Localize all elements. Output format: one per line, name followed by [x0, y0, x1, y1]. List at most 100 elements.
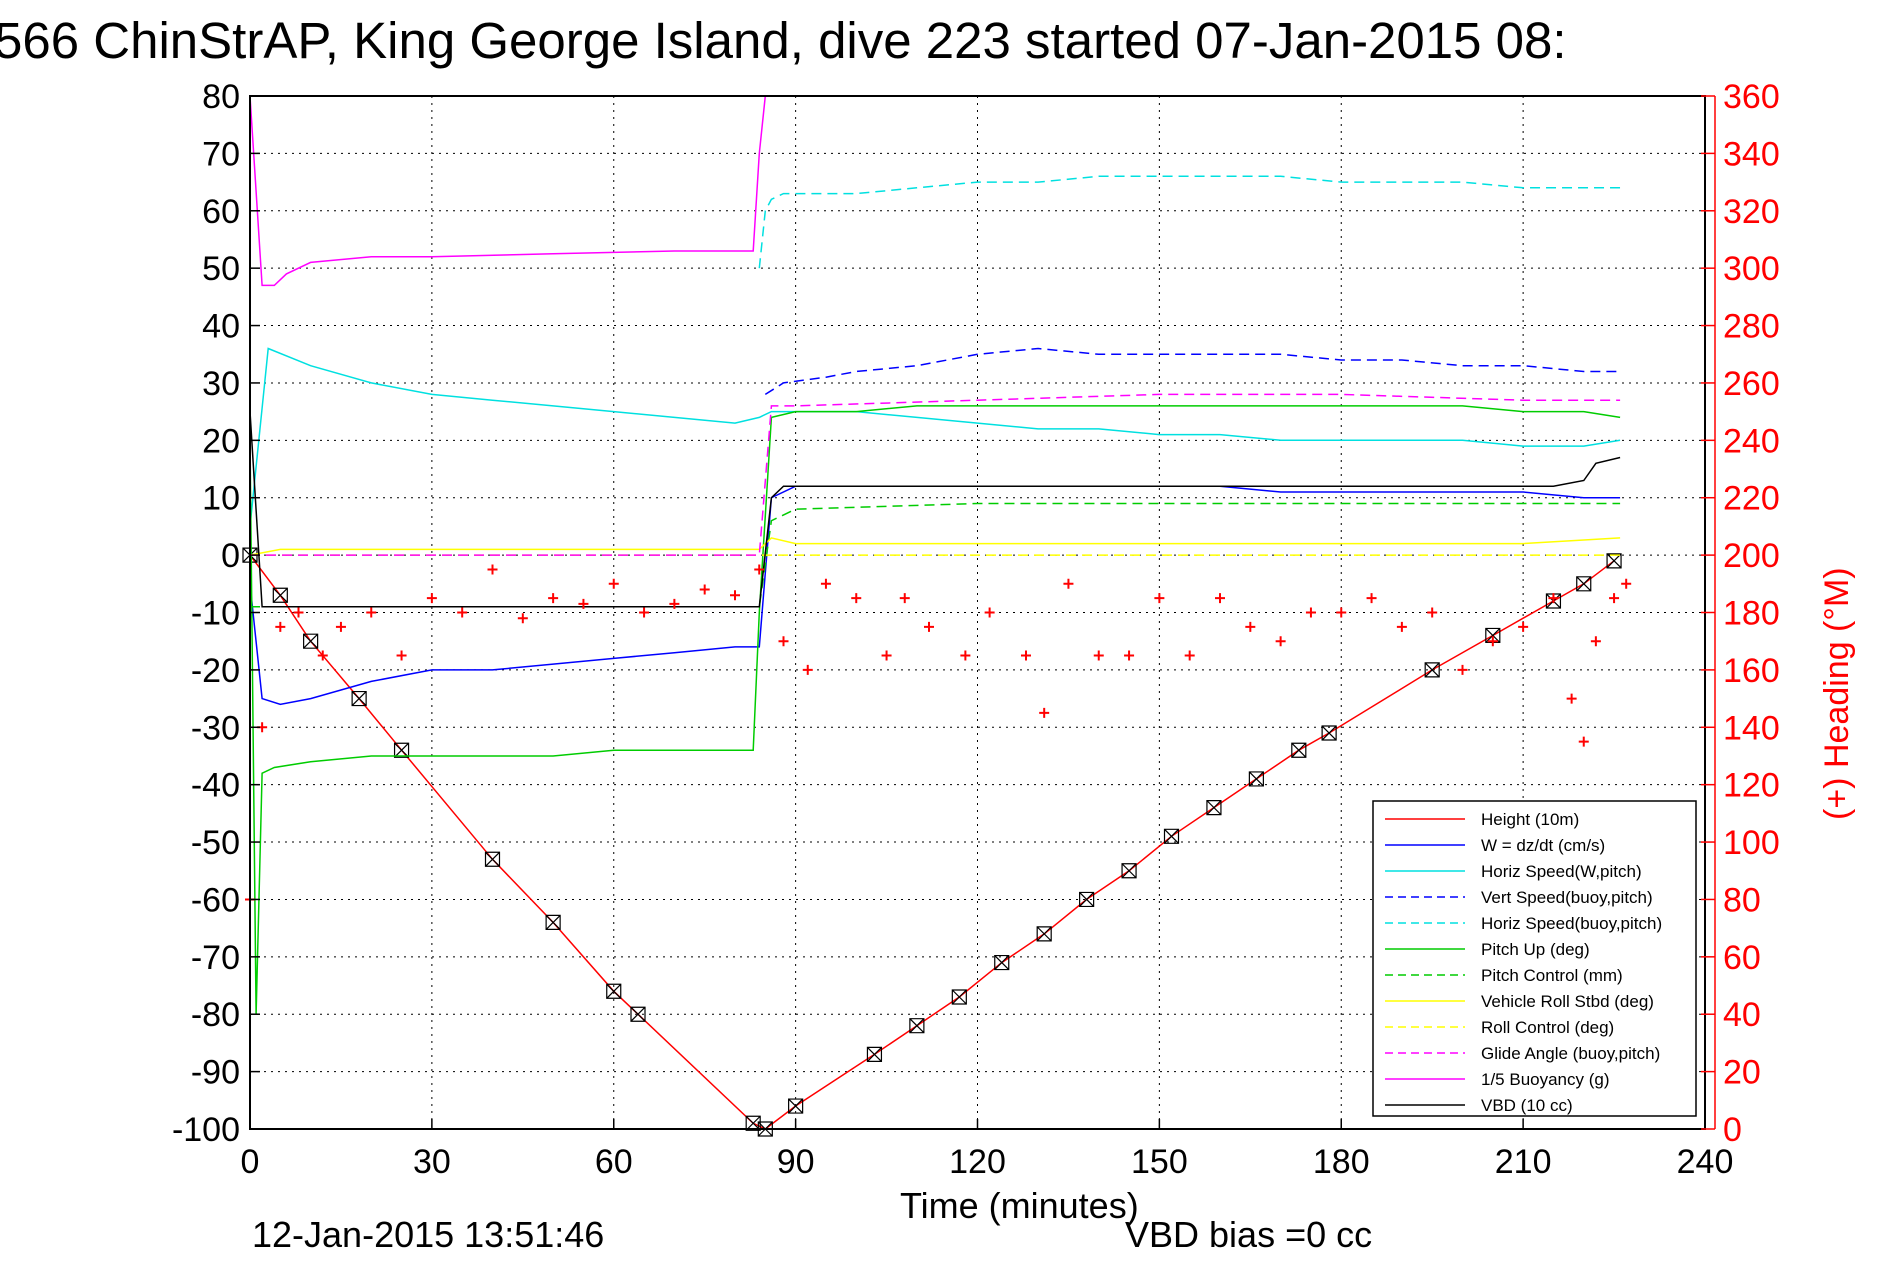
y-right-tick-label: 280 [1723, 308, 1780, 346]
legend-label: VBD (10 cc) [1481, 1096, 1573, 1115]
x-tick-label: 150 [1131, 1143, 1188, 1181]
series-9 [250, 393, 1621, 556]
heading-point [1124, 650, 1135, 661]
depth-marker [951, 989, 967, 1005]
depth-marker [351, 690, 367, 707]
series-line [249, 95, 767, 287]
legend-label: W = dz/dt (cm/s) [1481, 836, 1605, 855]
series-line [250, 393, 1621, 556]
depth-marker [1121, 863, 1137, 879]
y-right-tick-label: 300 [1723, 250, 1780, 288]
depth-marker [1576, 576, 1592, 592]
heading-point [1093, 650, 1104, 661]
legend-label: Height (10m) [1481, 810, 1579, 829]
y-right-tick-label: 80 [1723, 881, 1761, 919]
x-tick-label: 240 [1677, 1143, 1734, 1181]
heading-point [1578, 736, 1589, 747]
y-left-tick-label: 70 [202, 135, 240, 173]
depth-marker [1248, 771, 1264, 787]
legend-label: Horiz Speed(buoy,pitch) [1481, 914, 1662, 933]
heading-point [802, 664, 813, 675]
heading-point [548, 593, 559, 604]
depth-marker [303, 633, 319, 649]
y-left-tick-label: -60 [191, 881, 240, 919]
footer-date: 12-Jan-2015 13:51:46 [252, 1214, 604, 1255]
series-line [764, 347, 1621, 396]
heading-point [820, 578, 831, 589]
legend-label: Horiz Speed(W,pitch) [1481, 862, 1642, 881]
y-left-tick-label: 30 [202, 365, 240, 403]
depth-marker [1206, 800, 1222, 816]
heading-point [1487, 636, 1498, 647]
y-right-tick-label: 240 [1723, 422, 1780, 460]
depth-marker [272, 587, 288, 603]
heading-point [1396, 621, 1407, 632]
series-5 [249, 405, 1621, 1015]
y-right-tick-label: 160 [1723, 652, 1780, 690]
depth-marker [1163, 828, 1180, 844]
depth-marker [1291, 742, 1307, 758]
heading-point [1590, 636, 1601, 647]
series-10 [249, 95, 767, 287]
y-right-tick-label: 140 [1723, 709, 1780, 747]
heading-point [924, 621, 934, 632]
legend-label: Pitch Up (deg) [1481, 940, 1590, 959]
y-left-tick-label: 40 [202, 308, 240, 346]
x-axis-label: Time (minutes) [900, 1185, 1139, 1226]
heading-point [366, 607, 377, 618]
depth-marker [994, 954, 1010, 971]
depth-marker [545, 914, 561, 930]
x-tick-label: 90 [777, 1143, 815, 1181]
y-left-tick-label: -30 [191, 709, 240, 747]
depth-marker [1079, 891, 1095, 908]
chart-title: 566 ChinStrAP, King George Island, dive … [0, 12, 1567, 69]
y-right-tick-label: 360 [1723, 78, 1780, 116]
depth-marker [866, 1046, 883, 1062]
heading-point [1305, 607, 1316, 618]
y-left-tick-label: -90 [191, 1054, 240, 1092]
y-left-tick-label: -10 [191, 595, 240, 633]
heading-point [639, 607, 650, 618]
legend-box [1372, 800, 1697, 1117]
heading-point [1366, 593, 1377, 604]
heading-point [1184, 650, 1195, 661]
heading-point [1457, 664, 1468, 675]
heading-point [335, 621, 346, 632]
y-left-tick-label: -20 [191, 652, 240, 690]
heading-point [699, 584, 710, 595]
heading-point [1427, 607, 1438, 618]
y-right-tick-label: 60 [1723, 939, 1761, 977]
legend-label: Glide Angle (buoy,pitch) [1481, 1044, 1660, 1063]
y-right-tick-label: 320 [1723, 193, 1780, 231]
y-axis-right-label: (+) Heading (°M) [1818, 567, 1856, 820]
heading-point [1063, 578, 1074, 589]
heading-point [899, 593, 910, 604]
heading-point [1215, 593, 1225, 604]
heading-point [881, 650, 892, 661]
depth-marker [1321, 725, 1337, 741]
heading-point [517, 613, 528, 624]
y-left-tick-label: 20 [202, 422, 240, 460]
heading-point [1548, 593, 1559, 604]
y-left-tick-label: 10 [202, 480, 240, 518]
heading-point [396, 650, 407, 661]
depth-marker [630, 1006, 646, 1022]
y-right-tick-label: 220 [1723, 480, 1780, 518]
y-right-tick-label: 340 [1723, 135, 1780, 173]
y-left-tick-label: 0 [221, 537, 240, 575]
legend-label: Vert Speed(buoy,pitch) [1481, 888, 1653, 907]
series-line [758, 175, 1621, 269]
y-left-tick-label: -80 [191, 996, 240, 1034]
legend-label: Vehicle Roll Stbd (deg) [1481, 992, 1654, 1011]
x-axis-ticks: 0 30 60 90 120 150 180 210 240 [241, 1119, 1734, 1181]
heading-point [1621, 578, 1632, 589]
heading-point [317, 650, 328, 661]
x-tick-label: 0 [241, 1143, 260, 1181]
heading-point [778, 636, 789, 647]
legend-label: 1/5 Buoyancy (g) [1481, 1070, 1610, 1089]
heading-point [608, 578, 619, 589]
depth-marker [1485, 627, 1501, 644]
y-right-tick-label: 260 [1723, 365, 1780, 403]
y-left-tick-label: -40 [191, 767, 240, 805]
y-axis-left-ticks: 80 70 60 50 40 30 20 10 0 -10 -20 -30 -40 -50 -60 -70 -8… [172, 78, 260, 1149]
